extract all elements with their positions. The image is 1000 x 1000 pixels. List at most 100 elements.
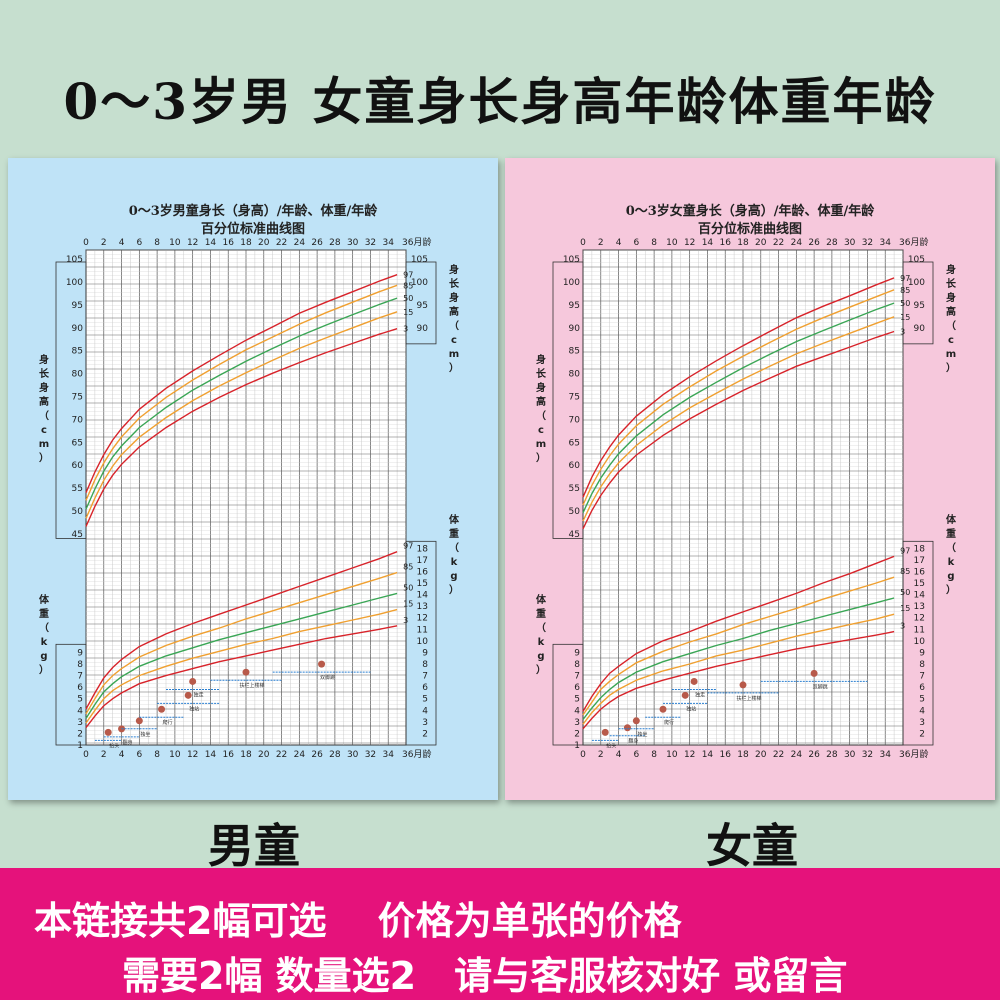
- x-tick-label-bottom: 10: [169, 750, 181, 760]
- left-height-axis-label: 身: [536, 353, 546, 366]
- x-tick-label-bottom: 26: [808, 750, 820, 760]
- height-curve-label-p85: 85: [900, 286, 910, 295]
- right-weight-tick: 18: [914, 544, 926, 554]
- x-tick-label-bottom: 28: [329, 750, 341, 760]
- x-tick-label-top: 16: [719, 238, 731, 248]
- left-weight-axis-box: [552, 643, 584, 746]
- x-tick-label-top: 14: [205, 238, 217, 248]
- right-weight-tick: 10: [417, 637, 429, 647]
- x-tick-label-top: 16: [222, 238, 234, 248]
- left-height-axis-label: c: [538, 425, 544, 436]
- x-tick-label-top: 8: [154, 238, 160, 248]
- promo-banner: [0, 868, 1000, 1000]
- right-weight-axis-box: [405, 540, 437, 746]
- left-height-tick: 100: [563, 278, 580, 288]
- right-height-tick: 100: [908, 278, 925, 288]
- right-height-axis-label: 高: [946, 305, 956, 318]
- height-curve-p50: [85, 297, 398, 510]
- right-weight-axis-label: ）: [449, 583, 459, 596]
- milestone-label: 独走: [695, 691, 705, 698]
- x-tick-label-bottom: 18: [737, 750, 749, 760]
- weight-curve-p85: [582, 576, 895, 716]
- x-tick-label-bottom: 24: [294, 750, 306, 760]
- weight-curve-label-p50: 50: [403, 583, 413, 592]
- left-weight-axis-label: 重: [536, 607, 546, 620]
- left-height-tick: 45: [72, 530, 83, 540]
- right-weight-tick: 6: [919, 683, 925, 693]
- right-weight-axis-label: g: [450, 571, 457, 582]
- left-height-tick: 70: [72, 415, 84, 425]
- height-curve-p15: [85, 311, 398, 519]
- weight-curve-p50: [582, 597, 895, 720]
- left-height-tick: 65: [569, 438, 580, 448]
- boy-growth-chart: 0～3岁男童身长（身高）/年龄、体重/年龄百分位标准曲线图00224466881…: [39, 203, 460, 760]
- left-height-tick: 55: [72, 484, 83, 494]
- left-height-tick: 55: [569, 484, 580, 494]
- weight-curve-p3: [582, 630, 895, 730]
- right-height-axis-box: [902, 261, 934, 345]
- milestone-label: 双脚跳: [320, 674, 335, 681]
- right-weight-tick: 17: [417, 556, 428, 566]
- weight-curve-label-p15: 15: [403, 600, 413, 609]
- milestone-label: 独站: [686, 705, 696, 712]
- child-figure-icon: [632, 717, 640, 725]
- right-height-axis-label: 身: [449, 263, 459, 276]
- weight-curve-p50: [85, 592, 398, 719]
- right-height-axis-label: c: [451, 335, 457, 346]
- right-weight-tick: 3: [919, 718, 925, 728]
- x-tick-label-bottom: 6: [136, 750, 142, 760]
- weight-curve-label-p3: 3: [403, 616, 408, 625]
- left-weight-tick: 3: [574, 718, 580, 728]
- x-tick-label-bottom: 14: [205, 750, 217, 760]
- left-height-axis-label: 身: [39, 381, 49, 394]
- right-weight-tick: 13: [417, 602, 428, 612]
- x-tick-label-top: 12: [187, 238, 198, 248]
- right-weight-axis-label: g: [947, 571, 954, 582]
- left-weight-axis-label: ）: [536, 663, 546, 676]
- left-weight-axis-label: g: [40, 651, 47, 662]
- height-curve-label-p15: 15: [403, 308, 413, 317]
- left-weight-axis-label: 重: [39, 607, 49, 620]
- right-weight-tick: 16: [417, 567, 429, 577]
- height-curve-p97: [85, 274, 398, 493]
- x-tick-label-top: 22: [773, 238, 784, 248]
- height-curve-label-p50: 50: [900, 299, 910, 308]
- x-tick-label-top: 20: [258, 238, 270, 248]
- banner-line-1: 本链接共2幅可选 价格为单张的价格: [34, 899, 682, 943]
- x-tick-label-top: 28: [826, 238, 838, 248]
- right-weight-axis-label: （: [449, 541, 459, 554]
- left-height-tick: 95: [72, 301, 83, 311]
- x-tick-label-bottom: 30: [844, 750, 856, 760]
- left-height-tick: 85: [569, 347, 580, 357]
- right-weight-tick: 14: [417, 591, 429, 601]
- left-weight-axis-label: （: [39, 621, 49, 634]
- left-height-axis-label: 高: [536, 395, 546, 408]
- left-height-axis-box: [55, 261, 87, 539]
- left-weight-axis-label: ）: [39, 663, 49, 676]
- x-tick-label-top: 10: [666, 238, 678, 248]
- milestone-label: 扶栏上楼梯: [736, 695, 761, 702]
- left-weight-tick: 8: [574, 660, 580, 670]
- chart-title: 0～3岁女童身长（身高）/年龄、体重/年龄: [626, 203, 876, 219]
- chart-subtitle: 百分位标准曲线图: [201, 221, 305, 237]
- left-height-axis-label: （: [536, 409, 546, 422]
- right-weight-axis-label: k: [451, 557, 458, 568]
- height-curve-label-p85: 85: [403, 281, 413, 290]
- milestone-label: 翻身: [123, 739, 133, 746]
- x-tick-label-top: 24: [791, 238, 803, 248]
- x-tick-label-top: 32: [365, 238, 376, 248]
- left-height-tick: 90: [72, 324, 84, 334]
- right-weight-tick: 4: [919, 706, 925, 716]
- x-tick-label-bottom: 26: [311, 750, 323, 760]
- x-tick-label-bottom: 22: [773, 750, 784, 760]
- left-weight-axis-label: g: [537, 651, 544, 662]
- milestone-label: 独走: [194, 691, 204, 698]
- left-weight-axis-label: k: [538, 637, 545, 648]
- right-height-axis-label: （: [946, 319, 956, 332]
- child-figure-icon: [104, 728, 112, 736]
- x-tick-label-top: 26: [808, 238, 820, 248]
- left-weight-tick: 3: [77, 718, 83, 728]
- height-curve-label-p50: 50: [403, 294, 413, 303]
- weight-curve-label-p3: 3: [900, 622, 905, 631]
- child-figure-icon: [135, 717, 143, 725]
